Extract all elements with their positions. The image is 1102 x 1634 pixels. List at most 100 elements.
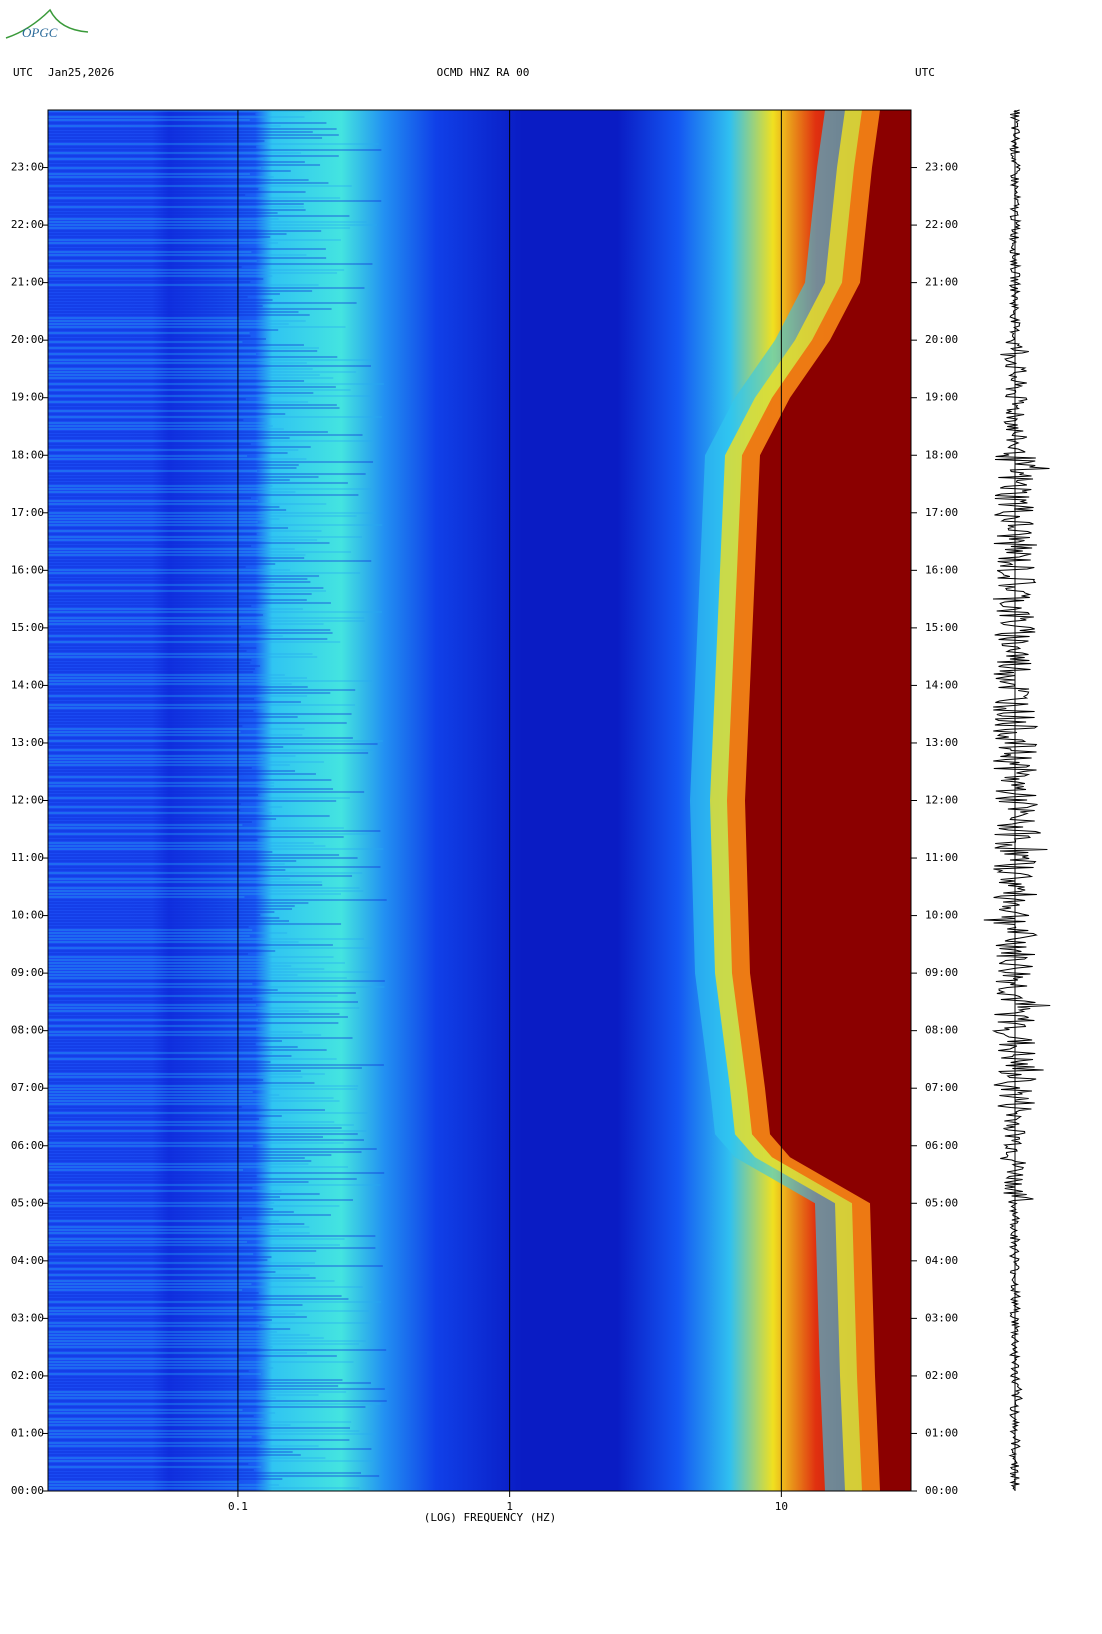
- spectrogram-stripe: [48, 386, 336, 388]
- spectrogram-stripe: [48, 1304, 303, 1306]
- spectrogram-stripe: [48, 1307, 254, 1309]
- spectrogram-stripe: [48, 899, 387, 901]
- spectrogram-stripe: [48, 428, 284, 430]
- spectrogram-stripe: [48, 488, 372, 490]
- spectrogram-stripe: [48, 1178, 357, 1180]
- spectrogram-stripe: [48, 1379, 343, 1381]
- spectrogram-stripe: [48, 1352, 307, 1354]
- spectrogram-stripe: [48, 404, 337, 406]
- spectrogram-stripe: [48, 1088, 358, 1090]
- y-tick-label: 00:00: [11, 1484, 44, 1497]
- spectrogram-stripe: [48, 266, 242, 268]
- y-tick-label: 13:00: [925, 736, 958, 749]
- spectrogram-stripe: [48, 113, 256, 115]
- spectrogram-stripe: [48, 851, 273, 853]
- spectrogram-stripe: [48, 479, 290, 481]
- spectrogram-stripe: [48, 1136, 323, 1138]
- y-tick-label: 17:00: [11, 506, 44, 519]
- date: Jan25,2026: [48, 66, 114, 79]
- spectrogram-stripe: [48, 902, 309, 904]
- spectrogram-stripe: [48, 365, 371, 367]
- spectrogram-stripe: [48, 878, 290, 880]
- spectrogram-stripe: [48, 875, 353, 877]
- spectrogram-stripe: [48, 935, 250, 937]
- spectrogram-stripe: [48, 401, 309, 403]
- spectrogram-stripe: [48, 1373, 261, 1375]
- spectrogram-stripe: [48, 1289, 243, 1291]
- spectrogram-stripe: [48, 587, 324, 589]
- spectrogram-stripe: [48, 578, 308, 580]
- y-tick-label: 18:00: [11, 448, 44, 461]
- spectrogram-stripe: [48, 338, 266, 340]
- y-tick-label: 02:00: [925, 1369, 958, 1382]
- spectrogram-stripe: [48, 251, 252, 253]
- spectrogram-stripe: [48, 791, 365, 793]
- spectrogram-stripe: [48, 1124, 354, 1126]
- y-tick-label: 19:00: [925, 391, 958, 404]
- spectrogram-stripe: [48, 1331, 277, 1333]
- y-tick-label: 15:00: [925, 621, 958, 634]
- spectrogram-stripe: [48, 203, 304, 205]
- spectrogram-stripe: [48, 560, 372, 562]
- spectrogram-stripe: [48, 308, 332, 310]
- y-tick-label: 23:00: [11, 161, 44, 174]
- y-tick-label: 20:00: [925, 333, 958, 346]
- spectrogram-stripe: [48, 713, 352, 715]
- spectrogram-stripe: [48, 563, 276, 565]
- spectrogram-stripe: [48, 263, 373, 265]
- spectrogram-stripe: [48, 1463, 249, 1465]
- spectrogram-stripe: [48, 1451, 293, 1453]
- y-tick-label: 01:00: [11, 1426, 44, 1439]
- spectrogram-stripe: [48, 674, 285, 676]
- spectrogram-stripe: [48, 1286, 363, 1288]
- spectrogram-stripe: [48, 161, 305, 163]
- spectrogram-stripe: [48, 1202, 275, 1204]
- spectrogram-stripe: [48, 1151, 362, 1153]
- spectrogram-stripe: [48, 242, 279, 244]
- spectrogram-stripe: [48, 152, 301, 154]
- spectrogram-stripe: [48, 1028, 256, 1030]
- trace: [983, 109, 1051, 1491]
- spectrogram-stripe: [48, 1031, 303, 1033]
- spectrogram-stripe: [48, 314, 310, 316]
- spectrogram-stripe: [48, 1457, 326, 1459]
- spectrogram-stripe: [48, 1478, 283, 1480]
- spectrogram-stripe: [48, 1448, 372, 1450]
- spectrogram-stripe: [48, 1019, 259, 1021]
- spectrogram-stripe: [48, 1097, 334, 1099]
- spectrogram-stripe: [48, 860, 297, 862]
- spectrogram-stripe: [48, 1280, 335, 1282]
- spectrogram-stripe: [48, 944, 333, 946]
- spectrogram-stripe: [48, 449, 299, 451]
- spectrogram-stripe: [48, 284, 319, 286]
- spectrogram-stripe: [48, 947, 375, 949]
- spectrogram-stripe: [48, 677, 308, 679]
- spectrogram-stripe: [48, 1334, 310, 1336]
- spectrogram-stripe: [48, 872, 363, 874]
- spectrogram-stripe: [48, 635, 283, 637]
- spectrogram-stripe: [48, 1391, 347, 1393]
- spectrogram-stripe: [48, 557, 305, 559]
- spectrogram-stripe: [48, 920, 289, 922]
- spectrogram-stripe: [48, 1442, 261, 1444]
- spectrogram-stripe: [48, 686, 308, 688]
- spectrogram-stripe: [48, 341, 243, 343]
- spectrogram-stripe: [48, 437, 290, 439]
- spectrogram-stripe: [48, 254, 307, 256]
- spectrogram-stripe: [48, 1319, 272, 1321]
- spectrogram-stripe: [48, 725, 243, 727]
- spectrogram-stripe: [48, 890, 364, 892]
- x-axis-label: (LOG) FREQUENCY (HZ): [424, 1511, 556, 1524]
- spectrogram-stripe: [48, 626, 241, 628]
- spectrogram-stripe: [48, 173, 250, 175]
- spectrogram-stripe: [48, 1181, 309, 1183]
- spectrogram-stripe: [48, 542, 330, 544]
- spectrogram-stripe: [48, 1109, 325, 1111]
- spectrogram-stripe: [48, 1232, 310, 1234]
- spectrogram-stripe: [48, 1193, 320, 1195]
- spectrogram-stripe: [48, 209, 306, 211]
- spectrogram-stripe: [48, 134, 339, 136]
- spectrogram-stripe: [48, 992, 356, 994]
- spectrogram-stripe: [48, 407, 340, 409]
- spectrogram-stripe: [48, 1310, 369, 1312]
